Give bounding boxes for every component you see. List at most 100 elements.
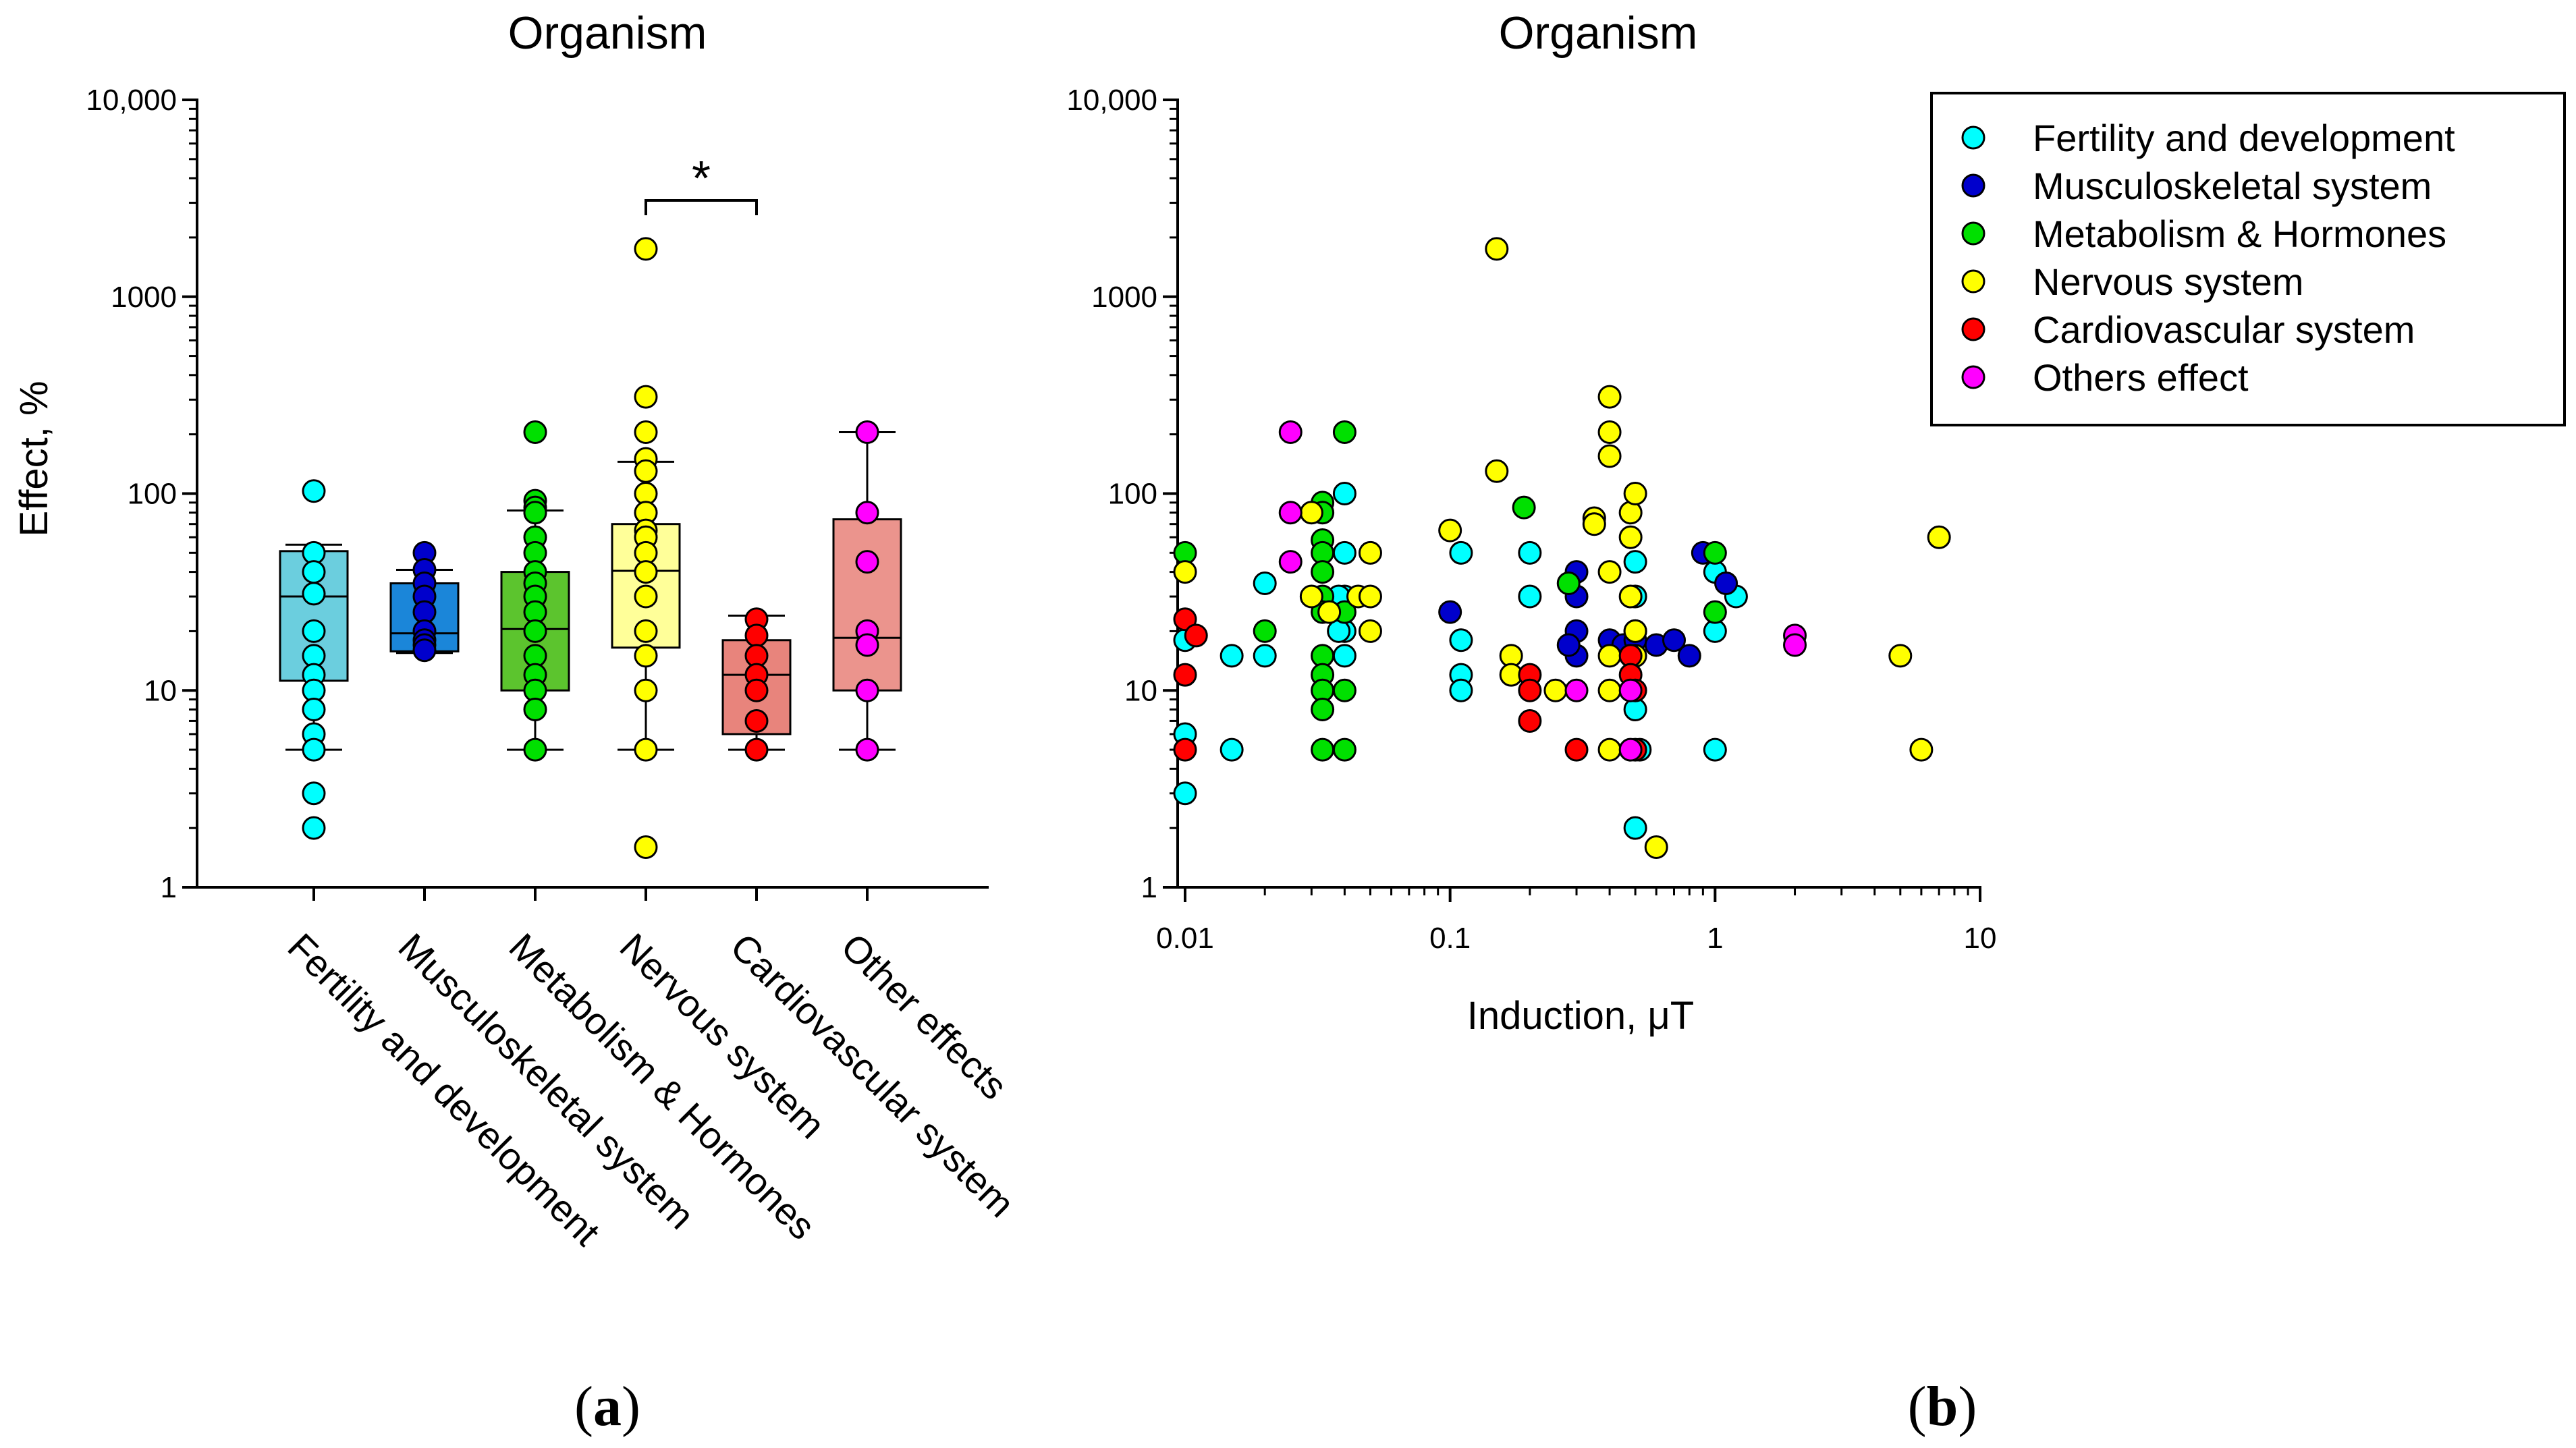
series-group: [1173, 482, 1748, 840]
scatter-point: [1253, 619, 1277, 643]
panel-b-letter: b: [1927, 1375, 1958, 1438]
scatter-point: [1564, 678, 1589, 702]
data-point: [634, 459, 658, 483]
significance-star: *: [692, 152, 711, 206]
legend: Fertility and development Musculoskeletal…: [1930, 92, 2566, 426]
scatter-point: [1518, 678, 1542, 702]
data-point: [855, 737, 879, 762]
significance-bracket: [645, 199, 758, 215]
scatter-point: [1597, 420, 1622, 445]
scatter-point: [1173, 663, 1197, 687]
panel-b-y-tick-label: 1: [1141, 871, 1157, 904]
scatter-point: [1623, 482, 1647, 505]
scatter-point: [1278, 501, 1303, 525]
panel-b-points: [1173, 237, 1951, 859]
legend-marker: [1961, 317, 1985, 341]
scatter-point: [1623, 619, 1647, 643]
scatter-point: [1714, 572, 1738, 596]
scatter-point: [1644, 835, 1668, 859]
scatter-point: [1618, 737, 1643, 762]
data-point: [634, 619, 658, 643]
scatter-point: [1173, 560, 1197, 584]
legend-label: Fertility and development: [2033, 117, 2455, 159]
panel-b-y-tick-label: 100: [1108, 478, 1157, 511]
scatter-point: [1623, 550, 1647, 574]
series-group: [1278, 420, 1807, 762]
scatter-point: [1332, 420, 1356, 445]
data-point: [634, 560, 658, 584]
scatter-point: [1173, 607, 1197, 632]
scatter-point: [1597, 737, 1622, 762]
box-body: [832, 518, 902, 692]
scatter-point: [1299, 501, 1323, 525]
scatter-point: [1438, 518, 1462, 542]
scatter-point: [1677, 644, 1701, 668]
panel-a-boxes: [279, 237, 902, 859]
scatter-point: [1332, 644, 1356, 668]
scatter-point: [1311, 560, 1335, 584]
data-point: [855, 550, 879, 574]
scatter-point: [1618, 525, 1643, 549]
series-group: [1173, 420, 1727, 762]
panel-b-x-tick-label: 1: [1707, 922, 1723, 955]
scatter-point: [1220, 644, 1244, 668]
data-point: [855, 633, 879, 657]
data-point: [744, 708, 769, 733]
scatter-point: [1358, 619, 1382, 643]
series-group: [1438, 540, 1738, 668]
data-point: [523, 420, 547, 445]
scatter-point: [1332, 540, 1356, 565]
legend-frame: [1930, 92, 2566, 426]
scatter-point: [1597, 560, 1622, 584]
scatter-point: [1597, 385, 1622, 409]
panel-a-y-tick-label: 1: [161, 871, 177, 904]
panel-b-scatter: Organism 1 10 100 1000 10,000 0.01 0.1 1 10 Ind…: [1066, 7, 2566, 1438]
scatter-point: [1332, 482, 1356, 505]
scatter-point: [1543, 678, 1568, 702]
scatter-point: [1597, 444, 1622, 468]
legend-marker: [1961, 269, 1985, 294]
scatter-point: [1556, 572, 1581, 596]
scatter-point: [1332, 678, 1356, 702]
scatter-point: [1518, 708, 1542, 733]
legend-label: Metabolism & Hormones: [2033, 213, 2446, 255]
data-point: [855, 678, 879, 702]
scatter-point: [1662, 628, 1687, 652]
box-group: [389, 540, 460, 663]
panel-a-y-tick-label: 1000: [111, 281, 177, 314]
legend-marker: [1961, 173, 1985, 198]
data-point: [412, 638, 437, 663]
scatter-point: [1618, 501, 1643, 525]
box-group: [279, 479, 349, 840]
scatter-point: [1317, 600, 1342, 624]
legend-label: Others effect: [2033, 356, 2249, 399]
panel-a-y-label: Effect, %: [12, 381, 56, 536]
box-group: [611, 237, 681, 859]
panel-a-letter: a: [593, 1375, 622, 1438]
scatter-point: [1173, 737, 1197, 762]
scatter-point: [1927, 525, 1951, 549]
panel-a-label: (a): [574, 1375, 640, 1438]
data-point: [302, 619, 326, 643]
panel-b-label: (b): [1908, 1375, 1977, 1438]
legend-label: Musculoskeletal system: [2033, 165, 2432, 207]
data-point: [634, 420, 658, 445]
panel-a-y-tick-label: 10,000: [86, 84, 177, 117]
data-point: [302, 479, 326, 503]
scatter-point: [1358, 584, 1382, 609]
scatter-point: [1253, 572, 1277, 596]
panel-b-x-axis: 0.01 0.1 1 10: [1156, 886, 1996, 955]
panel-a-y-tick-label: 100: [128, 478, 177, 511]
scatter-point: [1311, 698, 1335, 722]
scatter-point: [1783, 633, 1807, 657]
scatter-point: [1597, 678, 1622, 702]
data-point: [634, 678, 658, 702]
data-point: [302, 582, 326, 606]
scatter-point: [1449, 628, 1473, 652]
scatter-point: [1253, 644, 1277, 668]
data-point: [634, 737, 658, 762]
panel-a-x-axis: Fertility and developmentMusculoskeletal…: [196, 886, 1023, 1254]
scatter-point: [1564, 737, 1589, 762]
data-point: [523, 737, 547, 762]
